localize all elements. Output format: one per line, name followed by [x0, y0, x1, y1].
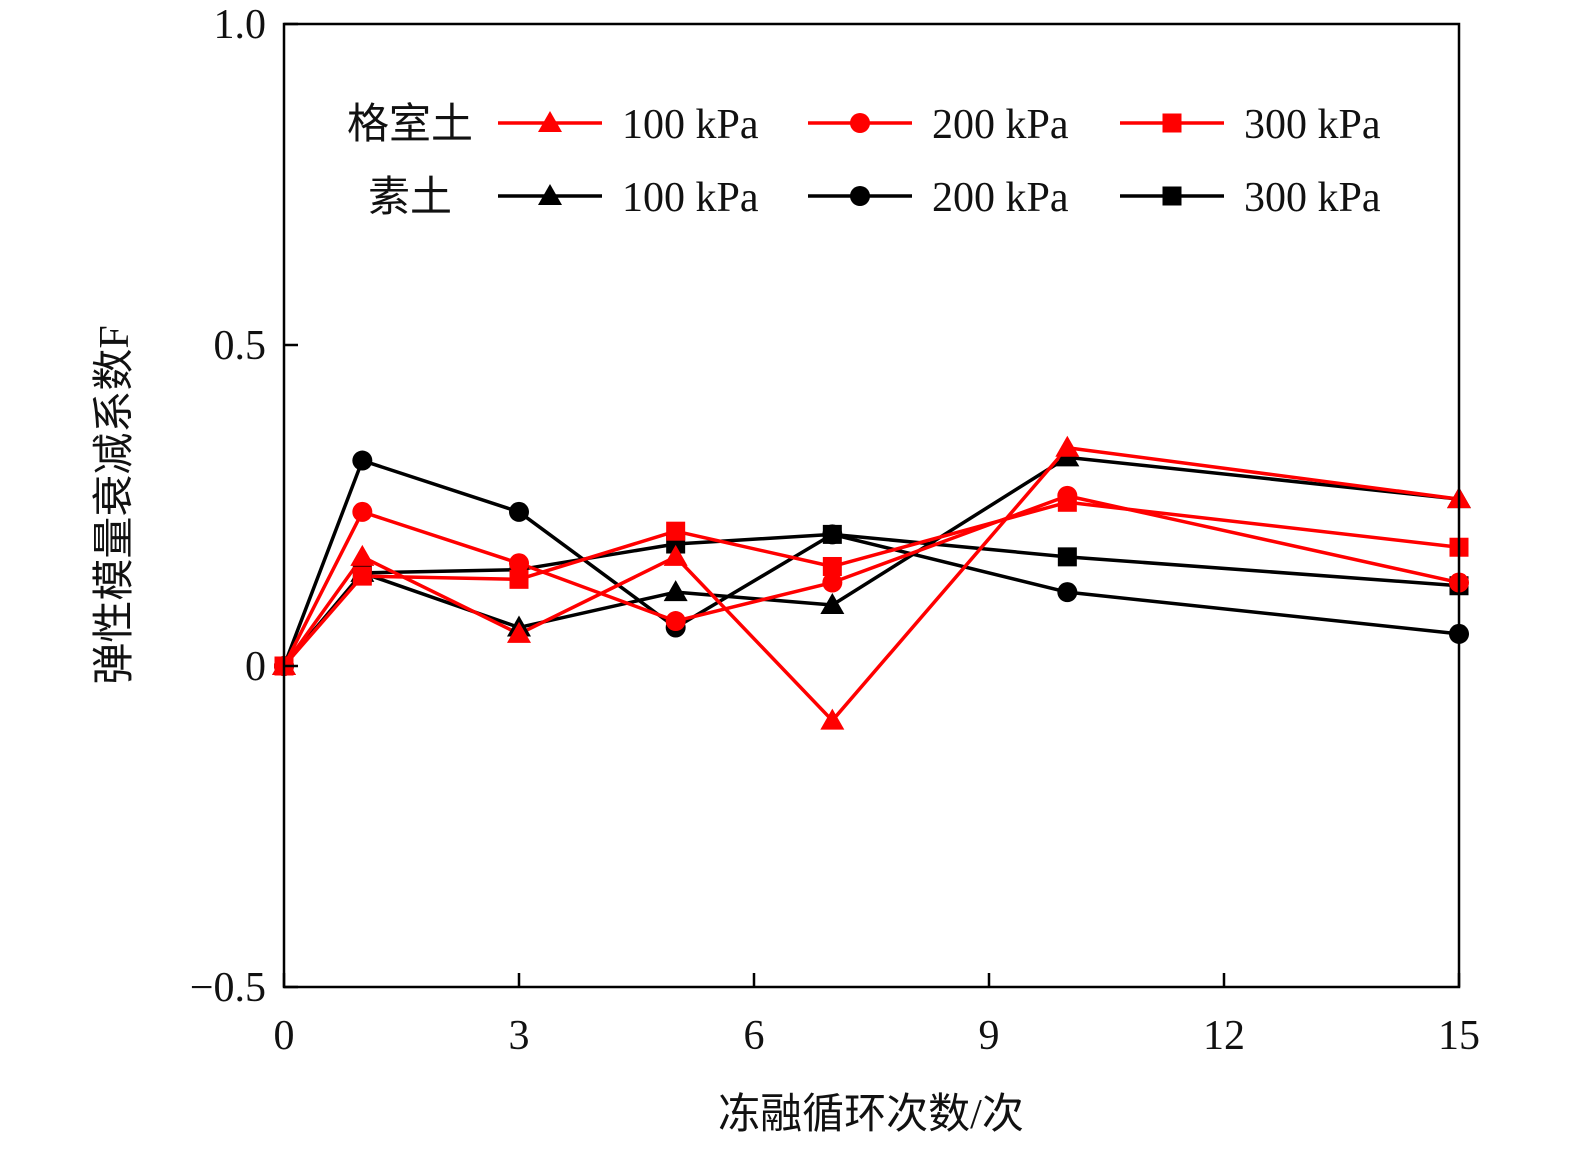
plot-markers: [272, 435, 1471, 730]
x-tick-label-3: 3: [509, 1013, 530, 1059]
series-1-point-3: [665, 611, 686, 632]
series-2-point-1: [352, 566, 372, 586]
legend-marker-2: [1162, 113, 1182, 133]
axis-ticks: [282, 22, 1461, 989]
legend-label-4: 200 kPa: [932, 175, 1069, 221]
series-3-point-4: [820, 593, 845, 615]
series-5-point-5: [1057, 547, 1077, 567]
series-0-point-2: [507, 621, 531, 643]
y-tick-label--0.5: −0.5: [190, 965, 266, 1011]
series-line-2: [282, 500, 1460, 668]
series-5-point-4: [822, 524, 842, 544]
series-2-point-2: [509, 569, 529, 589]
x-tick-label-15: 15: [1438, 1013, 1480, 1059]
series-1-point-1: [352, 501, 373, 522]
plot-frame: [282, 22, 1461, 989]
series-3-point-3: [663, 580, 688, 602]
legend-label-3: 100 kPa: [622, 175, 759, 221]
x-tick-label-9: 9: [979, 1013, 1000, 1059]
legend-label-5: 300 kPa: [1244, 175, 1381, 221]
series-1-point-2: [509, 553, 529, 574]
series-2-point-3: [666, 521, 686, 541]
legend-marker-0: [538, 111, 562, 132]
y-tick-label-0.5: 0.5: [214, 323, 267, 369]
series-0-point-1: [350, 544, 375, 566]
y-tick-label-1: 1.0: [214, 2, 267, 48]
series-2-point-5: [1057, 492, 1077, 512]
plot-lines: [282, 445, 1460, 723]
x-tick-label-12: 12: [1203, 1013, 1245, 1059]
y-axis-title: 弹性模量衰减系数F: [92, 325, 138, 684]
x-tick-label-6: 6: [744, 1013, 765, 1059]
x-axis-title: 冻融循环次数/次: [718, 1091, 1024, 1138]
x-tick-label-0: 0: [274, 1013, 295, 1059]
legend-label-1: 200 kPa: [932, 102, 1069, 148]
legend-label-2: 300 kPa: [1244, 102, 1381, 148]
legend-marker-3: [538, 184, 562, 205]
series-0-point-5: [1055, 435, 1080, 457]
legend-marker-4: [850, 186, 870, 206]
series-line-0: [282, 445, 1460, 723]
series-1-point-4: [822, 572, 843, 593]
series-2-point-4: [822, 556, 842, 576]
legend-marker-1: [850, 113, 870, 133]
legend-label-0: 100 kPa: [622, 102, 759, 148]
series-0-point-3: [663, 544, 688, 566]
series-4-point-5: [1057, 582, 1078, 603]
axis-tick-labels: 0 3 6 9 12 15−0.500.51.0: [190, 2, 1480, 1059]
series-line-4: [282, 458, 1460, 667]
series-0-point-4: [820, 708, 845, 730]
series-4-point-1: [352, 450, 373, 471]
legend-group-label-1: 素土: [368, 175, 452, 221]
y-tick-label-0: 0: [245, 644, 266, 690]
series-4-point-2: [509, 501, 529, 522]
series-line-3: [282, 455, 1460, 668]
legend-marker-5: [1162, 186, 1182, 206]
legend-group-label-0: 格室土: [347, 101, 473, 148]
